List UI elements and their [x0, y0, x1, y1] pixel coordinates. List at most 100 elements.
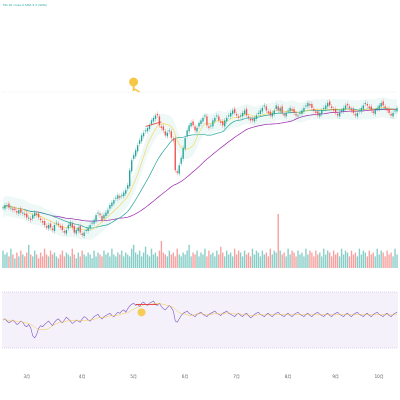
volume-bar: [117, 252, 119, 268]
candle-body: [22, 212, 24, 214]
candle-body: [212, 120, 214, 127]
candle-body: [376, 107, 378, 109]
oscillator-panel: [2, 291, 398, 349]
oscillator-signal-line: [2, 303, 398, 331]
candle-body: [91, 222, 93, 224]
volume-bar: [323, 248, 325, 268]
volume-bar: [148, 256, 151, 268]
volume-bar: [297, 250, 299, 268]
candle-body: [204, 115, 206, 117]
candle-body: [152, 117, 155, 122]
candle-body: [132, 155, 135, 159]
volume-bar: [319, 252, 321, 268]
candle-body: [150, 120, 153, 124]
volume-bar: [4, 254, 6, 268]
candle-body: [39, 218, 42, 221]
candle-body: [261, 107, 264, 112]
volume-bar: [273, 250, 275, 268]
volume-bar: [33, 250, 36, 268]
volume-bar: [249, 256, 252, 268]
volume-bar: [2, 250, 4, 268]
candle-body: [198, 122, 200, 127]
volume-bar: [103, 250, 105, 268]
volume-bar: [134, 252, 137, 268]
x-tick-label: 7月: [233, 374, 240, 379]
volume-bar: [210, 254, 212, 268]
volume-bar: [198, 256, 200, 268]
candle-body: [65, 230, 68, 234]
candle-body: [366, 103, 369, 106]
volume-bar: [154, 252, 157, 268]
volume-bar: [344, 250, 347, 268]
volume-bar: [334, 254, 337, 268]
volume-bar: [239, 252, 242, 268]
candle-body: [188, 125, 190, 132]
volume-bar: [346, 252, 349, 268]
candle-body: [269, 111, 271, 116]
volume-bar: [372, 252, 374, 268]
volume-bar: [172, 252, 174, 268]
candle-body: [263, 105, 266, 107]
volume-bar: [65, 252, 68, 268]
candle-body: [251, 118, 254, 121]
volume-bar: [18, 256, 20, 268]
volume-bar: [368, 250, 370, 268]
candle-body: [97, 212, 99, 214]
volume-bar: [228, 254, 230, 268]
volume-bar: [214, 256, 216, 268]
candle-body: [315, 111, 317, 113]
volume-bar: [37, 258, 40, 268]
candle-body: [6, 205, 8, 207]
volume-bar: [332, 250, 335, 268]
candle-body: [79, 226, 81, 233]
candle-body: [287, 110, 289, 112]
candle-body: [311, 103, 313, 108]
candle-body: [346, 103, 349, 106]
x-tick-label: 9月: [332, 374, 339, 379]
volume-bar: [14, 258, 16, 268]
candle-body: [55, 222, 58, 224]
volume-bar: [382, 252, 384, 268]
candle-body: [51, 228, 54, 231]
candle-body: [87, 227, 89, 232]
volume-bar: [340, 248, 343, 268]
candle-body: [109, 205, 111, 209]
volume-bar: [216, 250, 218, 268]
candle-body: [182, 147, 184, 159]
volume-bar: [384, 256, 386, 268]
candle-body: [235, 113, 238, 116]
candle-body: [117, 195, 119, 199]
candle-body: [342, 107, 345, 112]
candle-body: [210, 125, 212, 127]
volume-bar: [370, 254, 372, 268]
candle-body: [216, 115, 218, 117]
volume-bar: [51, 254, 54, 268]
candle-body: [77, 227, 79, 232]
candle-body: [28, 217, 30, 219]
volume-bar: [119, 254, 121, 268]
volume-bar: [190, 256, 192, 268]
volume-bar: [313, 256, 315, 268]
volume-bar: [109, 256, 111, 268]
volume-bar: [378, 254, 380, 268]
candle-body: [71, 223, 73, 228]
candle-body: [295, 113, 297, 116]
candle-body: [396, 107, 398, 112]
candle-body: [388, 108, 390, 113]
volume-bar: [12, 254, 14, 268]
volume-bar: [67, 254, 70, 268]
candle-body: [307, 102, 309, 107]
candle-body: [265, 106, 268, 111]
price-panel: [2, 77, 398, 240]
volume-bar: [352, 254, 355, 268]
volume-bar: [59, 254, 62, 268]
candle-body: [115, 197, 117, 199]
candle-body: [218, 116, 220, 121]
candle-body: [73, 226, 75, 233]
candle-body: [228, 115, 230, 117]
volume-bar: [41, 256, 44, 268]
bollinger-band: [3, 97, 397, 240]
ma-slow-line: [2, 109, 397, 222]
volume-bar: [281, 254, 283, 268]
volume-bar: [330, 256, 333, 268]
